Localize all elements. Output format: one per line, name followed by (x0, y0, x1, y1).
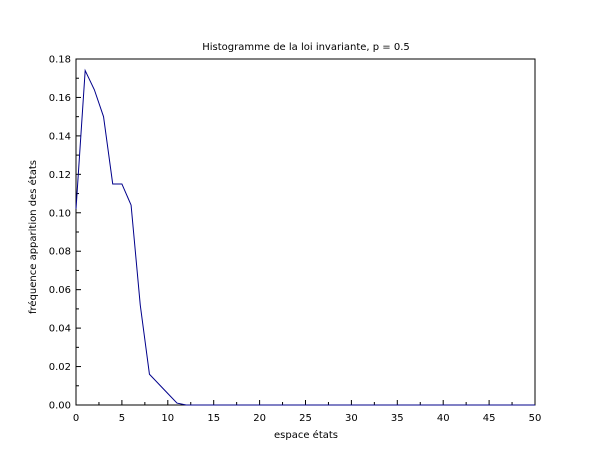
chart-title: Histogramme de la loi invariante, p = 0.… (202, 42, 410, 53)
x-tick-label: 40 (437, 413, 450, 424)
y-tick-label: 0.00 (49, 401, 71, 412)
y-tick-label: 0.02 (49, 362, 71, 373)
x-tick-label: 50 (529, 413, 542, 424)
x-tick-label: 25 (299, 413, 312, 424)
x-tick-label: 35 (391, 413, 404, 424)
x-tick-label: 10 (161, 413, 174, 424)
y-tick-label: 0.14 (49, 131, 71, 142)
y-tick-label: 0.18 (49, 55, 71, 66)
x-tick-label: 0 (73, 413, 79, 424)
y-tick-label: 0.12 (49, 170, 71, 181)
x-tick-label: 20 (253, 413, 266, 424)
y-tick-label: 0.16 (49, 93, 71, 104)
y-tick-label: 0.04 (49, 324, 71, 335)
series-line (75, 68, 535, 406)
y-tick-label: 0.06 (49, 285, 71, 296)
x-tick-label: 45 (483, 413, 496, 424)
x-axis-label: espace états (274, 429, 338, 441)
y-axis: 0.00 0.02 0.04 0.06 0.08 0.10 0.12 0.14 0.16 0.18 (49, 55, 81, 412)
x-tick-label: 15 (207, 413, 220, 424)
series-layer (75, 68, 535, 406)
y-axis-label: fréquence apparition des états (27, 160, 39, 314)
x-tick-label: 30 (345, 413, 358, 424)
y-tick-label: 0.10 (49, 208, 71, 219)
y-tick-label: 0.08 (49, 247, 71, 258)
x-tick-label: 5 (119, 413, 125, 424)
